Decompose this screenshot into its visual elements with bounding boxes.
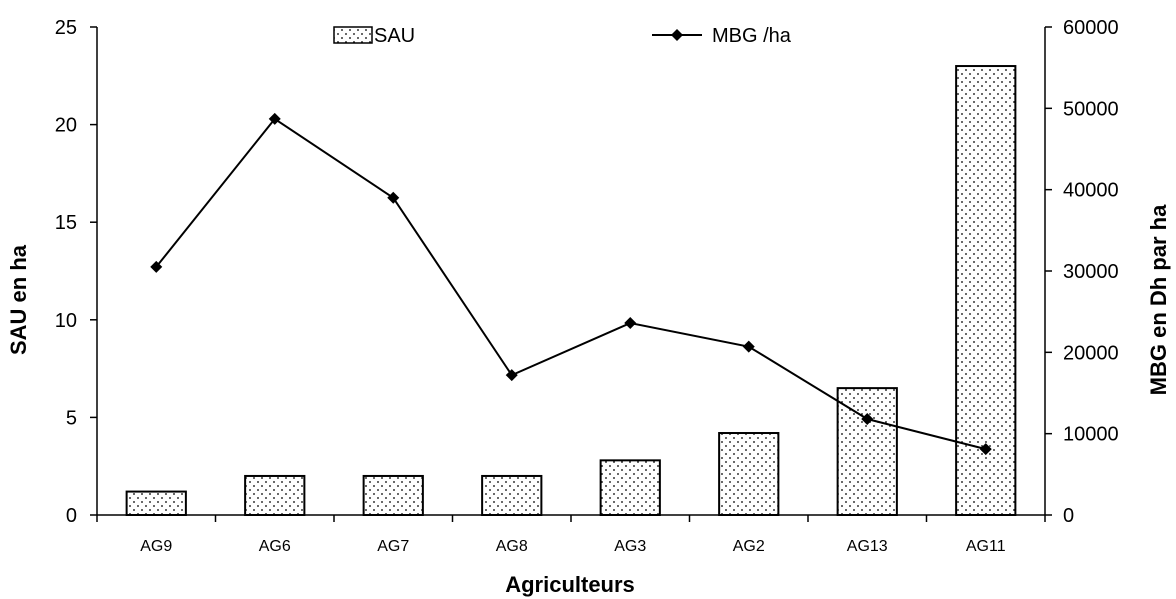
- tick-labels: 0 5 10 15 20 25 0 10000 20000 30000 40000 50000 6000…: [55, 17, 1119, 555]
- mbg-marker-ag6: [268, 112, 281, 125]
- y2-tick-label: 0: [1063, 505, 1074, 527]
- mbg-marker-ag11: [979, 443, 992, 456]
- bar-ag8: [481, 474, 543, 516]
- sau-bars: [125, 65, 1017, 516]
- x-tick-label: AG11: [966, 538, 1006, 555]
- y2-tick-label: 10000: [1063, 424, 1119, 446]
- y-tick-label: 15: [55, 212, 77, 234]
- x-tick-label: AG8: [496, 538, 528, 555]
- bar-ag9: [125, 490, 187, 516]
- x-tick-label: AG9: [140, 538, 172, 555]
- x-axis-title: Agriculteurs: [505, 572, 635, 597]
- y-tick-label: 10: [55, 310, 77, 332]
- bar-ag13: [836, 387, 898, 516]
- x-tick-label: AG3: [614, 538, 646, 555]
- y-tick-label: 0: [66, 505, 77, 527]
- y2-tick-label: 30000: [1063, 261, 1119, 283]
- y2-tick-label: 20000: [1063, 342, 1119, 364]
- bar-ag7: [362, 474, 424, 516]
- mbg-marker-ag7: [387, 191, 400, 204]
- mbg-marker-ag13: [861, 413, 874, 426]
- y2-axis-title: MBG en Dh par ha: [1146, 204, 1171, 395]
- mbg-line-series: [150, 112, 992, 456]
- bar-ag3: [599, 459, 661, 516]
- axes: [90, 26, 1052, 522]
- bar-ag11: [955, 65, 1017, 516]
- legend: SAU MBG /ha: [333, 25, 792, 47]
- mbg-marker-ag9: [150, 260, 163, 273]
- x-tick-label: AG13: [847, 538, 888, 555]
- y-tick-label: 5: [66, 407, 77, 429]
- y-tick-label: 25: [55, 17, 77, 39]
- mbg-marker-ag8: [505, 369, 518, 382]
- y-tick-label: 20: [55, 115, 77, 137]
- y2-tick-label: 60000: [1063, 17, 1119, 39]
- legend-sau-swatch: [333, 26, 373, 44]
- x-tick-label: AG7: [377, 538, 409, 555]
- x-tick-label: AG2: [733, 538, 765, 555]
- legend-sau-label: SAU: [374, 25, 415, 47]
- y-axis-title: SAU en ha: [6, 244, 31, 355]
- legend-mbg-label: MBG /ha: [712, 25, 792, 47]
- y2-tick-label: 50000: [1063, 98, 1119, 120]
- y2-tick-label: 40000: [1063, 180, 1119, 202]
- x-tick-label: AG6: [259, 538, 291, 555]
- mbg-line: [155, 117, 986, 451]
- bar-ag6: [244, 474, 306, 516]
- bar-ag2: [718, 432, 780, 516]
- legend-mbg-marker: [671, 29, 683, 41]
- mbg-marker-ag2: [742, 340, 755, 353]
- mbg-marker-ag3: [624, 317, 637, 330]
